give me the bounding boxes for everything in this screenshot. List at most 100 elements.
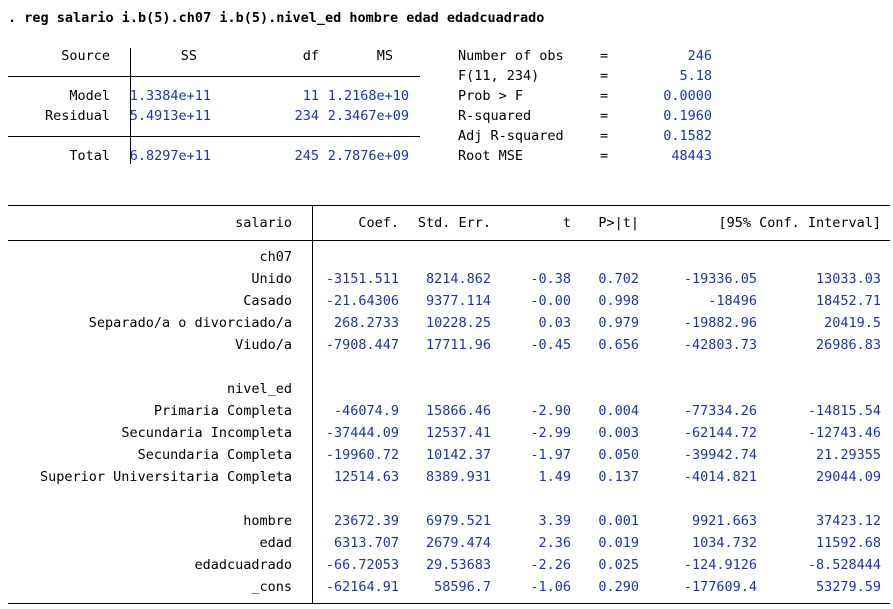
stat-row-root-mse: Root MSE = 48443 bbox=[458, 146, 712, 166]
std-err-value: 2679.474 bbox=[425, 535, 491, 551]
stat-row-adj-r-squared: Adj R-squared = 0.1582 bbox=[458, 126, 712, 146]
ci-lower-value bbox=[639, 488, 757, 510]
ci-lower-value: -18496 bbox=[708, 293, 757, 309]
horizontal-rule bbox=[8, 240, 890, 241]
ci-upper-value bbox=[757, 246, 881, 268]
std-err-value: 58596.7 bbox=[434, 579, 491, 595]
ci-upper-value: 18452.71 bbox=[815, 293, 881, 309]
t-value: -2.26 bbox=[530, 557, 571, 573]
stat-row-prob-f: Prob > F = 0.0000 bbox=[458, 86, 712, 106]
ci-lower-value bbox=[639, 246, 757, 268]
coef-value: -21.64306 bbox=[325, 293, 399, 309]
row-label: edadcuadrado bbox=[194, 557, 292, 573]
p-column-header: P>|t| bbox=[598, 215, 639, 231]
coef-table-row: Casado -21.64306 9377.114 -0.00 0.998 -18496 1… bbox=[8, 290, 890, 312]
anova-model-ms: 1.2168e+10 bbox=[327, 88, 409, 104]
coef-value: 268.2733 bbox=[333, 315, 399, 331]
p-value: 0.979 bbox=[598, 315, 639, 331]
ci-upper-value: 11592.68 bbox=[815, 535, 881, 551]
ci-upper-value: 37423.12 bbox=[815, 513, 881, 529]
ci-upper-value: 20419.5 bbox=[824, 315, 881, 331]
coef-table-row: Viudo/a -7908.447 17711.96 -0.45 0.656 -42803… bbox=[8, 334, 890, 356]
ci-lower-value: -77334.26 bbox=[683, 403, 757, 419]
stat-value: 0.1582 bbox=[663, 128, 712, 144]
p-value: 0.003 bbox=[598, 425, 639, 441]
ci-lower-value: -177609.4 bbox=[683, 579, 757, 595]
row-label: nivel_ed bbox=[226, 381, 292, 397]
p-value: 0.019 bbox=[598, 535, 639, 551]
ci-lower-value: -39942.74 bbox=[683, 447, 757, 463]
anova-total-ss: 6.8297e+11 bbox=[129, 148, 211, 164]
ci-upper-value bbox=[757, 356, 881, 378]
p-value: 0.656 bbox=[598, 337, 639, 353]
coef-table-row: hombre 23672.39 6979.521 3.39 0.001 9921.663 3… bbox=[8, 510, 890, 532]
coef-table-row: Primaria Completa -46074.9 15866.46 -2.90 0.… bbox=[8, 400, 890, 422]
anova-residual-ss: 5.4913e+11 bbox=[129, 108, 211, 124]
stat-label: Prob > F bbox=[458, 88, 524, 104]
coef-value: 12514.63 bbox=[333, 469, 399, 485]
coef-table-row: Secundaria Completa -19960.72 10142.37 -1.9… bbox=[8, 444, 890, 466]
stat-label: Adj R-squared bbox=[458, 128, 564, 144]
ci-lower-value: -4014.821 bbox=[683, 469, 757, 485]
anova-model-row: Model 1.3384e+11 11 1.2168e+10 bbox=[8, 86, 420, 106]
coef-value bbox=[302, 246, 399, 268]
std-err-value bbox=[399, 246, 491, 268]
coef-header-row: salario Coef. Std. Err. t P>|t| [95% Con… bbox=[8, 206, 890, 240]
p-value bbox=[571, 356, 639, 378]
p-value: 0.001 bbox=[598, 513, 639, 529]
anova-residual-label: Residual bbox=[44, 108, 110, 124]
coef-table-row: Superior Universitaria Completa 12514.63 8… bbox=[8, 466, 890, 488]
t-value bbox=[491, 246, 571, 268]
depvar-label: salario bbox=[235, 215, 292, 231]
row-label: Separado/a o divorciado/a bbox=[88, 315, 292, 331]
row-label: _cons bbox=[251, 579, 292, 595]
row-label bbox=[8, 356, 302, 378]
equals-sign: = bbox=[600, 48, 609, 64]
stat-label: R-squared bbox=[458, 108, 532, 124]
horizontal-rule bbox=[8, 135, 420, 137]
ci-upper-value bbox=[757, 378, 881, 400]
p-value: 0.998 bbox=[598, 293, 639, 309]
equals-sign: = bbox=[600, 148, 609, 164]
ci-lower-value: 1034.732 bbox=[691, 535, 757, 551]
t-value: -0.45 bbox=[530, 337, 571, 353]
anova-total-ms: 2.7876e+09 bbox=[327, 148, 409, 164]
p-value: 0.702 bbox=[598, 271, 639, 287]
ci-upper-value: -14815.54 bbox=[807, 403, 881, 419]
t-value: 3.39 bbox=[538, 513, 571, 529]
t-value: 1.49 bbox=[538, 469, 571, 485]
model-stats: Number of obs = 246 F(11, 234) = 5.18 Pr… bbox=[458, 46, 712, 166]
coef-value: -7908.447 bbox=[325, 337, 399, 353]
stat-row-number-of-obs: Number of obs = 246 bbox=[458, 46, 712, 66]
ci-upper-value: -12743.46 bbox=[807, 425, 881, 441]
stat-value: 48443 bbox=[671, 148, 712, 164]
anova-total-df: 245 bbox=[294, 148, 319, 164]
t-value: -1.97 bbox=[530, 447, 571, 463]
row-label: Primaria Completa bbox=[153, 403, 292, 419]
anova-rule-top bbox=[8, 66, 420, 86]
t-value bbox=[491, 488, 571, 510]
coef-table-row: _cons -62164.91 58596.7 -1.06 0.290 -177609.4… bbox=[8, 576, 890, 598]
t-value: -0.38 bbox=[530, 271, 571, 287]
t-value bbox=[491, 378, 571, 400]
coefficient-table: salario Coef. Std. Err. t P>|t| [95% Con… bbox=[8, 205, 890, 604]
ci-upper-value: 26986.83 bbox=[815, 337, 881, 353]
std-err-value bbox=[399, 356, 491, 378]
anova-model-df: 11 bbox=[302, 88, 319, 104]
std-err-value: 8214.862 bbox=[425, 271, 491, 287]
anova-total-label: Total bbox=[69, 148, 110, 164]
ci-lower-value: -19336.05 bbox=[683, 271, 757, 287]
p-value: 0.050 bbox=[598, 447, 639, 463]
horizontal-rule bbox=[8, 205, 890, 206]
stat-label: F(11, 234) bbox=[458, 68, 540, 84]
coef-spacer-row bbox=[8, 356, 890, 378]
ci-lower-value: -62144.72 bbox=[683, 425, 757, 441]
p-value bbox=[571, 488, 639, 510]
std-err-value: 15866.46 bbox=[425, 403, 491, 419]
stat-row-f: F(11, 234) = 5.18 bbox=[458, 66, 712, 86]
coef-table-row: Secundaria Incompleta -37444.09 12537.41 -2… bbox=[8, 422, 890, 444]
equals-sign: = bbox=[600, 88, 609, 104]
anova-model-label: Model bbox=[69, 88, 110, 104]
row-label: Secundaria Incompleta bbox=[121, 425, 292, 441]
row-label: Viudo/a bbox=[235, 337, 292, 353]
